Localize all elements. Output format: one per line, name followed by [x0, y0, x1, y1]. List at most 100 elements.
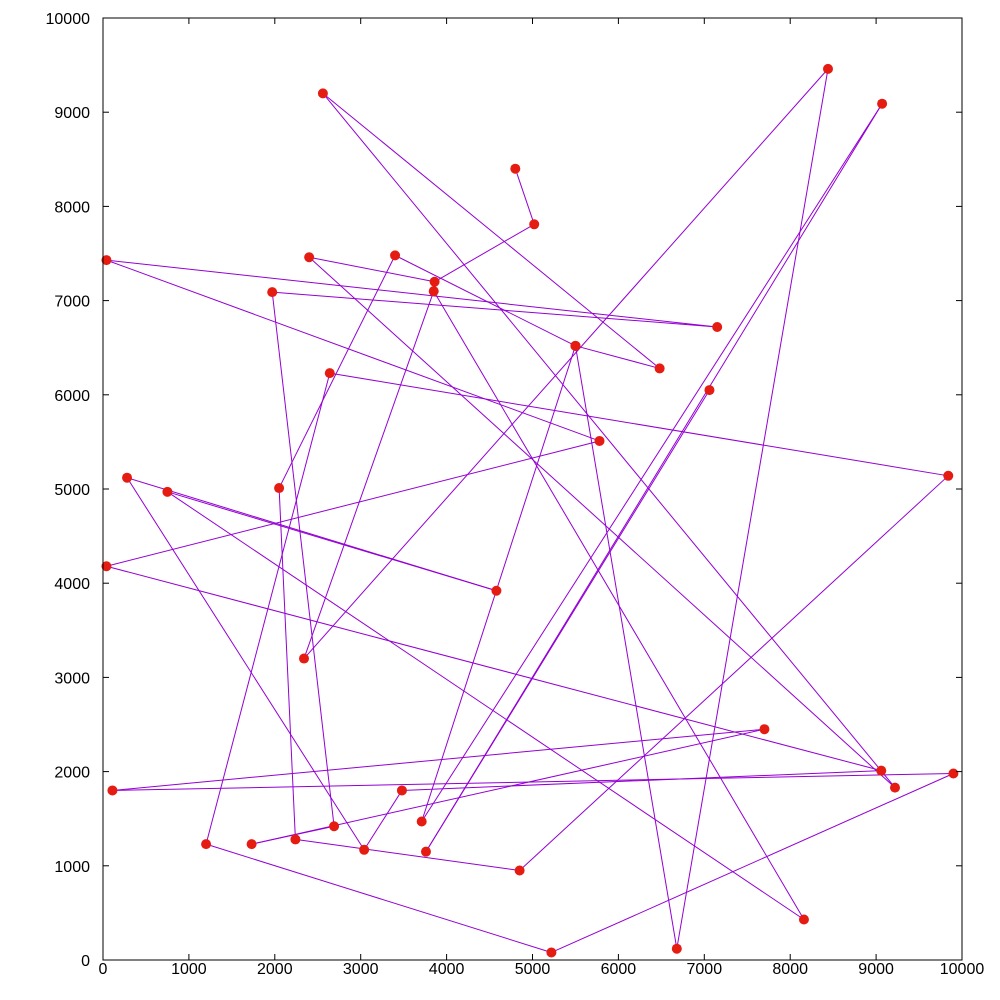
- data-point: [428, 286, 439, 297]
- data-point: [317, 88, 328, 99]
- data-point: [798, 914, 809, 925]
- tour-segment: [303, 291, 435, 659]
- data-point: [876, 765, 887, 776]
- tour-segment: [425, 389, 710, 852]
- x-tick-label: 7000: [687, 961, 723, 978]
- data-point: [299, 653, 310, 664]
- x-tick-label: 3000: [343, 961, 379, 978]
- tour-segment: [421, 345, 576, 822]
- data-point: [290, 834, 301, 845]
- tour-segment: [106, 565, 882, 772]
- data-point: [107, 785, 118, 796]
- y-tick-label: 2000: [54, 765, 90, 782]
- tour-segment: [551, 773, 954, 953]
- data-point: [943, 470, 954, 481]
- tour-segment: [112, 728, 765, 791]
- data-point: [759, 724, 770, 735]
- tour-segment: [676, 68, 829, 949]
- data-point: [101, 255, 112, 266]
- y-tick-label: 3000: [54, 670, 90, 687]
- data-point: [420, 846, 431, 857]
- y-tick-label: 7000: [54, 294, 90, 311]
- data-point: [948, 768, 959, 779]
- y-tick-label: 5000: [54, 482, 90, 499]
- data-point: [429, 276, 440, 287]
- tour-segment: [434, 223, 535, 283]
- data-point: [324, 368, 335, 379]
- tour-segment: [322, 92, 660, 369]
- tour-segment: [205, 843, 552, 953]
- tour-segment: [308, 256, 896, 788]
- data-point: [101, 561, 112, 572]
- tour-segment: [106, 259, 718, 328]
- x-tick-label: 2000: [257, 961, 293, 978]
- x-tick-label: 0: [99, 961, 108, 978]
- data-point: [246, 839, 257, 850]
- tour-segment: [363, 790, 403, 851]
- tour-segment: [329, 372, 949, 477]
- tour-segment: [167, 491, 805, 920]
- data-point: [514, 865, 525, 876]
- x-tick-label: 10000: [940, 961, 985, 978]
- y-tick-label: 8000: [54, 199, 90, 216]
- data-point: [329, 821, 340, 832]
- x-tick-label: 9000: [858, 961, 894, 978]
- data-point: [416, 816, 427, 827]
- x-tick-label: 5000: [515, 961, 551, 978]
- x-tick-label: 4000: [429, 961, 465, 978]
- tour-segment: [295, 838, 520, 872]
- tour-segment: [519, 475, 949, 871]
- y-tick-label: 4000: [54, 576, 90, 593]
- data-point: [274, 483, 285, 494]
- tour-segment: [106, 440, 600, 567]
- data-point: [570, 340, 581, 351]
- data-point: [654, 363, 665, 374]
- data-point: [491, 585, 502, 596]
- data-point: [304, 252, 315, 263]
- tour-segment: [574, 345, 678, 949]
- series-layer: [101, 63, 959, 958]
- tour-segment: [272, 291, 718, 328]
- y-tick-label: 0: [81, 953, 90, 970]
- tour-segment: [112, 772, 954, 791]
- data-point: [396, 785, 407, 796]
- tour-segment: [394, 254, 576, 347]
- data-point: [359, 844, 370, 855]
- x-tick-label: 1000: [171, 961, 207, 978]
- tour-segment: [433, 290, 805, 920]
- tour-segment: [271, 292, 335, 827]
- data-point: [889, 782, 900, 793]
- tour-segment: [514, 168, 535, 225]
- y-tick-label: 1000: [54, 859, 90, 876]
- data-point: [712, 321, 723, 332]
- tour-segment: [278, 488, 296, 840]
- tour-segment: [106, 259, 600, 442]
- data-point: [162, 486, 173, 497]
- data-point: [546, 947, 557, 958]
- data-point: [510, 163, 521, 174]
- data-point: [122, 472, 133, 483]
- axes-layer: 0 1000 2000 3000 4000 5000 6000 7000 8000 9000 100…: [46, 11, 985, 978]
- tour-segment: [278, 255, 396, 489]
- data-point: [704, 385, 715, 396]
- tour-segment: [401, 770, 882, 791]
- data-point: [822, 63, 833, 74]
- tour-segment: [126, 477, 365, 851]
- y-tick-label: 6000: [54, 388, 90, 405]
- y-tick-label: 10000: [46, 11, 91, 28]
- tour-segment: [309, 256, 435, 283]
- data-point: [390, 250, 401, 261]
- tour-segment: [303, 68, 829, 659]
- data-point: [267, 287, 278, 298]
- tour-segment: [126, 477, 497, 592]
- data-point: [594, 435, 605, 446]
- tour-segment: [575, 345, 660, 369]
- x-tick-label: 8000: [772, 961, 808, 978]
- data-point: [671, 943, 682, 954]
- data-point: [201, 839, 212, 850]
- x-tick-label: 6000: [601, 961, 637, 978]
- tour-segment: [322, 93, 896, 788]
